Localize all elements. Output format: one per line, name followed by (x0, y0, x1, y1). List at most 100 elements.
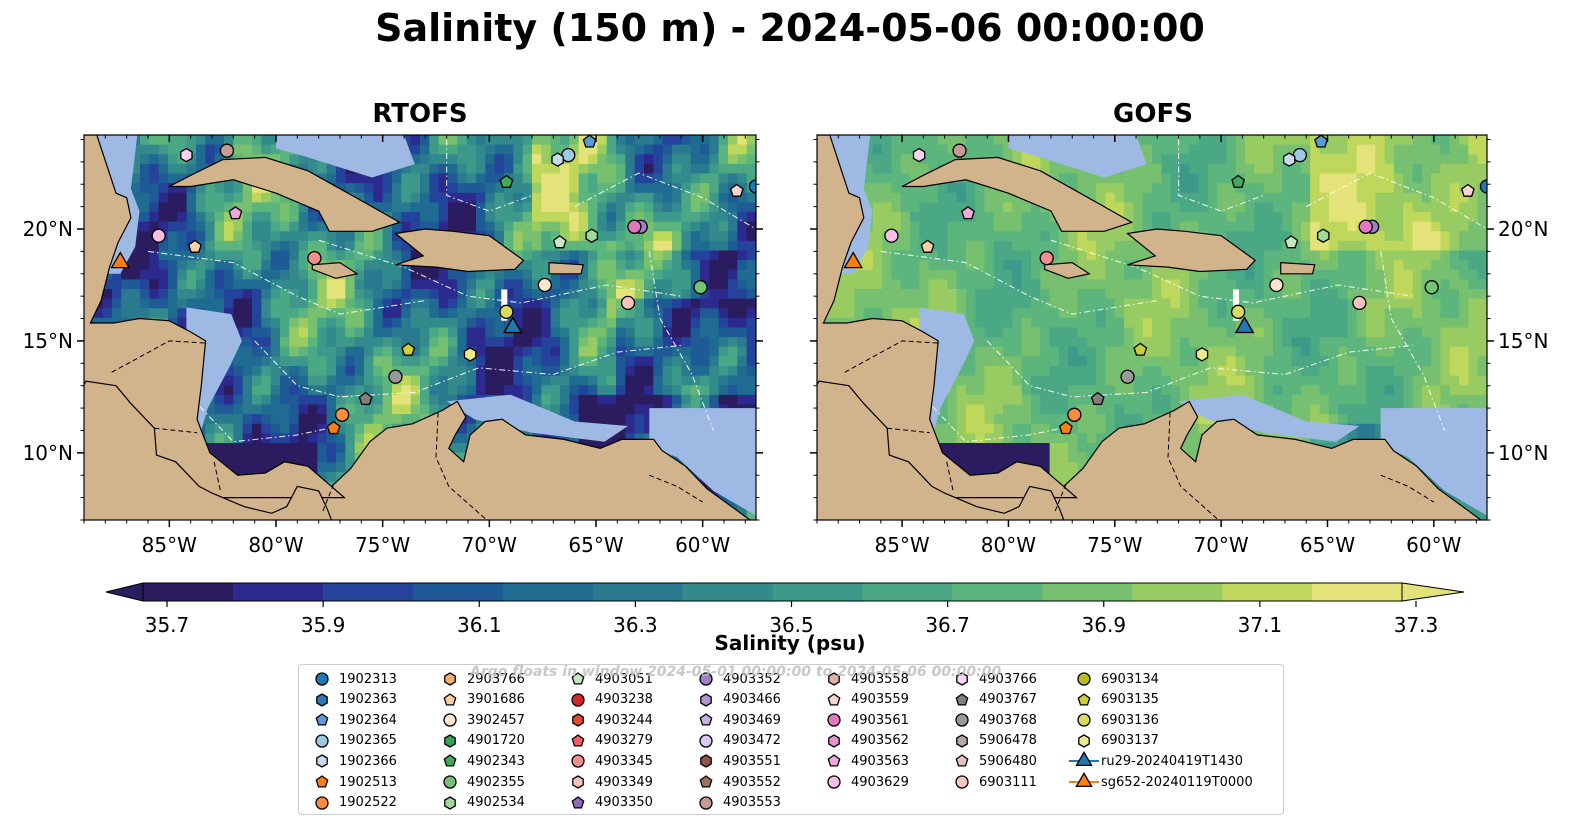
land-border (213, 461, 221, 492)
legend-item: 6903136 (1067, 710, 1159, 730)
legend-marker-4903349 (572, 775, 584, 789)
colorbar-tick-label: 37.1 (1238, 613, 1283, 637)
legend-marker-4902343 (443, 754, 457, 767)
legend-marker (699, 713, 713, 726)
float-marker-4902343 (1231, 174, 1246, 188)
legend-marker (699, 795, 713, 810)
legend-marker (571, 795, 585, 809)
float-marker-6903137 (1195, 347, 1209, 362)
legend-label: 4903469 (723, 712, 781, 728)
land-pacific (84, 380, 333, 520)
legend-marker-4903244 (572, 713, 584, 727)
colorbar-segment (862, 583, 953, 601)
float-marker-4903553 (952, 143, 967, 158)
legend-label: 6903135 (1101, 692, 1159, 708)
legend-label: 5906480 (979, 753, 1037, 769)
eez-boundary (880, 250, 1158, 315)
colorbar-tick-label: 36.3 (613, 613, 658, 637)
legend-item: 4903244 (561, 710, 653, 730)
legend-item: 4903466 (689, 690, 781, 710)
legend-marker-1902363 (316, 692, 328, 707)
float-marker-1902522 (1067, 407, 1082, 422)
x-tick-label: 70°W (462, 533, 517, 557)
land-border (154, 427, 198, 434)
legend-marker-5906478 (956, 734, 968, 748)
float-marker-4903766 (180, 147, 193, 163)
float-marker-6903137 (463, 347, 477, 362)
legend-item: 1902522 (305, 793, 397, 813)
salinity-colorbar: 35.7 35.9 36.1 36.3 36.5 36.7 36.9 37.1 37.3 (105, 582, 1465, 637)
land-border (111, 340, 208, 373)
legend-item: 4903553 (689, 793, 781, 813)
legend-item: 4903349 (561, 772, 653, 792)
gofs-panel-title: GOFS (1113, 99, 1193, 129)
legend-marker-4902355 (443, 775, 457, 789)
land-hispaniola (394, 228, 525, 273)
legend-label: 4902534 (467, 795, 525, 811)
float-marker-4903629 (884, 228, 899, 243)
float-marker-1902513 (326, 420, 341, 435)
legend-label: 4903244 (595, 712, 653, 728)
legend-label: 4902355 (467, 774, 525, 790)
legend-marker (955, 692, 969, 706)
legend-label: 4903553 (723, 795, 781, 811)
legend-item: 1902513 (305, 772, 397, 792)
shelf-venezuelashelf (446, 394, 628, 442)
figure-title: Salinity (150 m) - 2024-05-06 00:00:00 (375, 6, 1205, 50)
land-southam (817, 400, 1482, 520)
land-border (322, 484, 335, 512)
legend-marker (443, 692, 457, 706)
legend-marker (699, 734, 713, 748)
legend-item: 4903767 (945, 690, 1037, 710)
legend-label: 4903563 (851, 753, 909, 769)
map-frame (816, 134, 1488, 521)
legend-label: 4903558 (851, 671, 909, 687)
colorbar-segment (322, 583, 414, 601)
float-marker-4903767 (358, 391, 373, 406)
legend-marker-4903767 (955, 692, 969, 706)
legend-marker (443, 775, 457, 789)
float-marker-4902534 (585, 228, 599, 243)
legend-marker (1069, 751, 1099, 767)
eez-boundary (446, 139, 533, 212)
legend-label: 3901686 (467, 692, 525, 708)
land-border (1167, 412, 1220, 520)
legend-label: 4903629 (851, 774, 909, 790)
land-border (649, 474, 703, 503)
legend-label: 4903766 (979, 671, 1037, 687)
legend-label: 1902366 (339, 753, 397, 769)
legend-marker (956, 734, 968, 748)
legend-marker (316, 754, 328, 769)
legend-item: 4903352 (689, 669, 781, 689)
land-border (1380, 474, 1435, 503)
legend-marker-3901686 (443, 692, 457, 706)
legend-marker (443, 754, 457, 767)
float-marker-6903135 (1133, 342, 1148, 356)
legend-label: 6903134 (1101, 671, 1159, 687)
rtofs-map: 85°W 80°W 75°W 70°W 65°W 60°W 20°N 15°N 10°N (23, 134, 763, 557)
legend-marker-4901720 (444, 734, 456, 748)
legend-marker (828, 734, 840, 748)
float-marker-1902522 (334, 407, 350, 422)
land-jamaica (311, 261, 359, 279)
legend-marker-ru29-20240419T1430 (1075, 751, 1093, 767)
legend-item: 1902363 (305, 690, 397, 710)
eez-boundary (1305, 172, 1487, 230)
colorbar-tick-label: 37.3 (1394, 613, 1439, 637)
x-tick-label: 75°W (1087, 533, 1142, 557)
legend-label: 1902363 (339, 692, 397, 708)
legend-marker-6903135 (1077, 692, 1091, 706)
eez-boundary (922, 396, 1073, 443)
legend-item: 4901720 (433, 731, 525, 751)
rtofs-panel-title: RTOFS (372, 99, 468, 129)
eez-boundary (986, 340, 1413, 398)
float-marker-4902343 (499, 174, 514, 188)
x-tick-label: 60°W (675, 533, 730, 557)
float-marker-1902366 (1282, 152, 1296, 167)
legend-watermark: Argo floats in window 2024-05-01 00:00:0… (470, 664, 1002, 680)
float-marker-4903766 (912, 147, 926, 163)
legend-label: 4903472 (723, 733, 781, 749)
legend-marker-4903352 (699, 672, 713, 686)
float-marker-3902457 (1269, 277, 1284, 293)
legend-marker-4903279 (571, 733, 585, 747)
